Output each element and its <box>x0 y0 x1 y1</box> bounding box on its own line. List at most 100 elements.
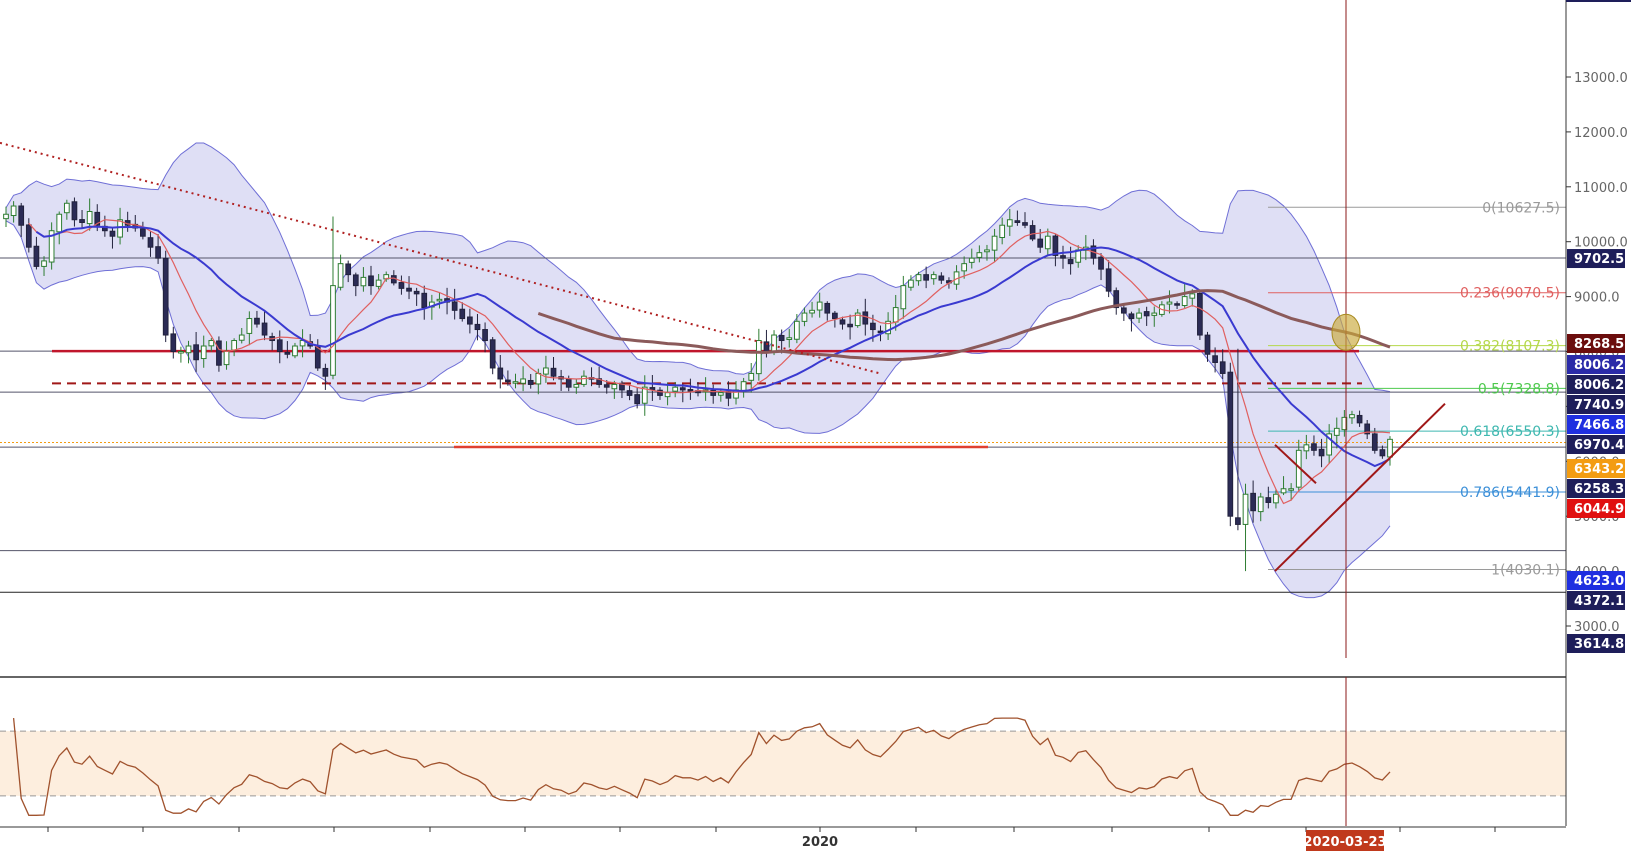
candle <box>1212 347 1218 373</box>
candle-body <box>193 344 199 361</box>
candle-body <box>1371 433 1378 451</box>
candle-body <box>1136 312 1142 319</box>
candle-body <box>345 263 352 276</box>
candle-body <box>862 311 869 325</box>
candle-body <box>63 202 70 214</box>
candle-body <box>1227 371 1234 517</box>
ma-slow <box>537 289 1391 362</box>
candle-body <box>520 378 526 384</box>
price-tag <box>1567 395 1625 414</box>
candle-body <box>489 339 496 369</box>
candle-body <box>1037 238 1044 248</box>
candle <box>216 336 222 372</box>
candle-body <box>984 249 990 253</box>
candle <box>520 366 526 392</box>
candle <box>246 311 253 346</box>
candle <box>238 327 245 344</box>
candle-body <box>755 340 762 375</box>
candle <box>938 272 945 284</box>
candle <box>999 217 1006 245</box>
candle <box>1265 486 1272 509</box>
price-tag <box>1567 334 1625 353</box>
candle-body <box>603 384 610 388</box>
candle-body <box>375 279 382 287</box>
candle <box>261 311 268 341</box>
candle-body <box>900 285 907 310</box>
candle-body <box>482 329 488 342</box>
y-tick-label: 12000.0 <box>1574 126 1628 141</box>
candle-body <box>717 392 724 396</box>
candle-body <box>3 213 9 220</box>
price-tags: 9702.5 8268.5 8006.2 8006.2 7740.9 7466.8 6970… <box>1567 249 1625 653</box>
candle <box>1029 220 1036 242</box>
candle <box>1364 419 1371 440</box>
candle-body <box>581 375 587 385</box>
candle-body <box>687 389 694 392</box>
candle <box>748 362 755 393</box>
candle <box>406 276 412 300</box>
candle <box>634 387 641 409</box>
candle-body <box>991 235 998 251</box>
candle-body <box>497 367 504 380</box>
candle-body <box>664 392 671 398</box>
candle <box>178 346 184 363</box>
trendline-up <box>1274 402 1446 572</box>
candle <box>1356 410 1363 427</box>
candle <box>1311 435 1317 456</box>
candle <box>1044 228 1051 256</box>
candle-body <box>1280 488 1287 494</box>
candle-body <box>1067 259 1074 265</box>
candle-body <box>261 322 268 336</box>
candle-body <box>1029 225 1036 240</box>
candle <box>322 363 329 390</box>
candle <box>1151 306 1158 327</box>
candle-body <box>885 320 891 335</box>
candle-body <box>368 275 374 287</box>
candle <box>360 267 367 292</box>
candle-body <box>474 323 481 331</box>
price-tag <box>1567 591 1625 610</box>
price-tag <box>1567 435 1625 454</box>
candle <box>368 265 374 295</box>
candle-body <box>657 389 663 396</box>
candle <box>961 256 968 279</box>
candle <box>1204 331 1211 362</box>
candle <box>626 384 633 401</box>
candle-body <box>1113 290 1120 309</box>
candle <box>603 380 610 394</box>
candle-body <box>641 386 648 404</box>
candle-body <box>314 346 321 369</box>
main-pane <box>0 142 1566 599</box>
candle <box>512 373 519 389</box>
y-tick-label: 13000.0 <box>1574 71 1628 86</box>
candle <box>497 355 504 389</box>
candle <box>862 298 869 336</box>
candle <box>1333 417 1340 449</box>
candle-body <box>451 301 458 311</box>
candle-body <box>832 312 838 320</box>
candle-body <box>1265 497 1272 503</box>
candle-body <box>178 351 184 354</box>
candle <box>793 314 800 344</box>
y-tick-label: 3000.0 <box>1574 620 1620 635</box>
candle-body <box>254 317 260 325</box>
candle <box>41 256 47 276</box>
candle-body <box>1364 423 1371 435</box>
candle <box>1022 212 1028 229</box>
candle-body <box>162 257 169 336</box>
candle-body <box>86 211 93 225</box>
candle-body <box>71 201 78 221</box>
candle-body <box>915 274 922 282</box>
candle <box>1136 308 1142 323</box>
overlays: 0(10627.5) 0.236(9070.5) 0.382(8107.3) 0.5(… <box>0 0 1560 658</box>
candle <box>1166 290 1173 314</box>
fib-label-6: 1(4030.1) <box>1491 562 1560 578</box>
candle <box>193 332 199 373</box>
candle-body <box>793 320 800 340</box>
candle <box>976 245 983 263</box>
fib-label-2: 0.382(8107.3) <box>1460 339 1560 355</box>
candle <box>48 222 55 270</box>
candle-body <box>155 246 161 259</box>
candle-body <box>816 301 823 311</box>
